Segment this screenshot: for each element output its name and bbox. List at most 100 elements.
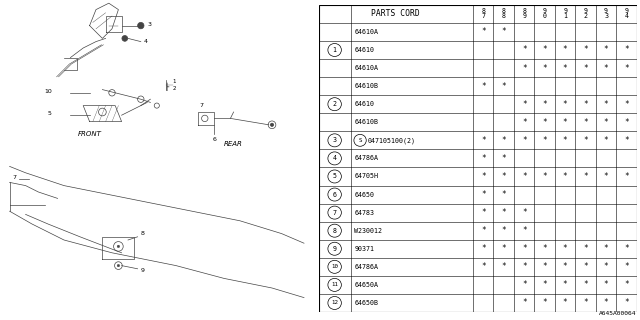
Text: *: *: [624, 100, 629, 109]
Text: *: *: [542, 299, 547, 308]
Text: *: *: [563, 280, 568, 289]
Text: W230012: W230012: [355, 228, 382, 234]
Circle shape: [117, 264, 120, 267]
Text: *: *: [583, 262, 588, 271]
Text: 64786A: 64786A: [355, 264, 378, 270]
Text: *: *: [522, 208, 527, 217]
Text: 90371: 90371: [355, 246, 374, 252]
Text: 10: 10: [45, 89, 52, 94]
Text: *: *: [583, 64, 588, 73]
Text: *: *: [481, 208, 486, 217]
Text: *: *: [624, 45, 629, 54]
Text: *: *: [522, 100, 527, 109]
Text: *: *: [522, 64, 527, 73]
Text: 9
0: 9 0: [543, 8, 547, 20]
Text: 64650: 64650: [355, 192, 374, 197]
Text: PARTS CORD: PARTS CORD: [371, 9, 420, 18]
Text: 7: 7: [13, 175, 17, 180]
Text: *: *: [522, 280, 527, 289]
Text: *: *: [522, 244, 527, 253]
Text: 6: 6: [212, 137, 216, 142]
Text: 8
7: 8 7: [481, 8, 485, 20]
Text: *: *: [542, 244, 547, 253]
Text: *: *: [624, 299, 629, 308]
Text: *: *: [583, 299, 588, 308]
Text: *: *: [522, 262, 527, 271]
Text: *: *: [481, 172, 486, 181]
Text: *: *: [604, 100, 609, 109]
Text: 047105100(2): 047105100(2): [368, 137, 416, 144]
Text: *: *: [481, 136, 486, 145]
Text: *: *: [624, 244, 629, 253]
Text: 8
8: 8 8: [502, 8, 506, 20]
Text: *: *: [563, 45, 568, 54]
Text: *: *: [542, 64, 547, 73]
Text: 5: 5: [48, 111, 52, 116]
Text: *: *: [522, 226, 527, 235]
Text: 9
2: 9 2: [584, 8, 588, 20]
Text: *: *: [624, 118, 629, 127]
Text: *: *: [481, 154, 486, 163]
Text: *: *: [481, 244, 486, 253]
Text: *: *: [481, 226, 486, 235]
Text: *: *: [624, 64, 629, 73]
Circle shape: [138, 22, 144, 29]
Text: 64783: 64783: [355, 210, 374, 216]
Text: *: *: [604, 136, 609, 145]
Text: *: *: [604, 262, 609, 271]
Text: *: *: [542, 118, 547, 127]
Text: ├: ├: [164, 82, 168, 91]
Text: *: *: [583, 118, 588, 127]
Text: *: *: [563, 244, 568, 253]
Text: A645A00064: A645A00064: [599, 311, 637, 316]
Text: *: *: [501, 172, 506, 181]
Text: *: *: [604, 299, 609, 308]
Text: 3: 3: [147, 21, 151, 27]
Text: *: *: [542, 172, 547, 181]
Text: *: *: [604, 244, 609, 253]
Text: *: *: [604, 172, 609, 181]
Text: 8: 8: [141, 231, 145, 236]
Text: *: *: [624, 172, 629, 181]
Text: *: *: [522, 299, 527, 308]
Text: *: *: [522, 118, 527, 127]
Text: *: *: [522, 136, 527, 145]
Text: 8: 8: [333, 228, 337, 234]
Text: *: *: [563, 262, 568, 271]
Text: 64650B: 64650B: [355, 300, 378, 306]
Text: 12: 12: [331, 300, 338, 306]
Text: 4: 4: [144, 39, 148, 44]
Circle shape: [122, 36, 128, 41]
Text: *: *: [522, 172, 527, 181]
Text: *: *: [604, 64, 609, 73]
Text: *: *: [501, 262, 506, 271]
Text: 9
3: 9 3: [604, 8, 608, 20]
Text: *: *: [563, 118, 568, 127]
Text: *: *: [501, 82, 506, 91]
Text: 7: 7: [333, 210, 337, 216]
Text: FRONT: FRONT: [77, 132, 102, 137]
Text: *: *: [542, 100, 547, 109]
Text: *: *: [604, 118, 609, 127]
Text: 64610A: 64610A: [355, 29, 378, 35]
Text: *: *: [563, 136, 568, 145]
Text: 10: 10: [331, 264, 338, 269]
Text: *: *: [583, 100, 588, 109]
Text: *: *: [563, 299, 568, 308]
Text: 9
1: 9 1: [563, 8, 567, 20]
Text: *: *: [563, 100, 568, 109]
Text: 11: 11: [331, 282, 338, 287]
Text: *: *: [542, 45, 547, 54]
Text: *: *: [583, 244, 588, 253]
Text: 5: 5: [333, 173, 337, 180]
Text: *: *: [542, 280, 547, 289]
Text: *: *: [481, 82, 486, 91]
Text: *: *: [624, 136, 629, 145]
Text: *: *: [542, 136, 547, 145]
Text: *: *: [501, 28, 506, 36]
Text: *: *: [501, 190, 506, 199]
Text: 1: 1: [173, 79, 176, 84]
Text: 64705H: 64705H: [355, 173, 378, 180]
Text: 1: 1: [333, 47, 337, 53]
Text: *: *: [583, 280, 588, 289]
